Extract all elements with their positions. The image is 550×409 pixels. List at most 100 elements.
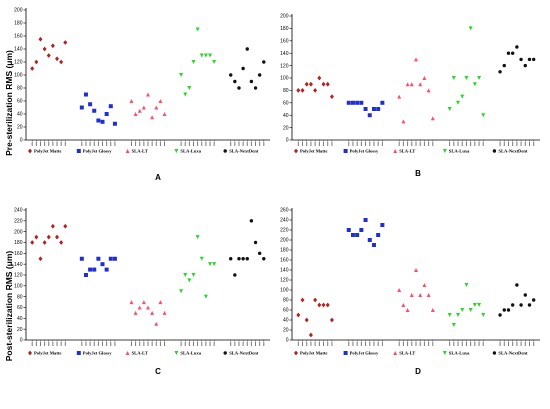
y-tick-label: 160 (14, 34, 23, 40)
x-tick-label (348, 142, 350, 146)
x-tick-label (197, 342, 199, 346)
x-tick-label (52, 342, 54, 346)
y-tick-label: 60 (17, 305, 23, 311)
legend-label: PolyJet Glossy (83, 149, 112, 154)
y-tick-label: 100 (14, 73, 23, 79)
data-point (241, 66, 245, 71)
data-point (414, 268, 418, 272)
x-tick-label (453, 142, 455, 146)
data-point (523, 293, 527, 297)
x-tick-label (60, 142, 62, 146)
data-point (146, 92, 150, 97)
x-tick-label (365, 142, 367, 146)
data-point (249, 219, 254, 223)
x-tick-label (356, 342, 358, 346)
x-tick-label (48, 142, 50, 146)
data-point (179, 73, 184, 77)
data-point (380, 100, 385, 105)
data-point (502, 63, 506, 68)
x-tick-label (259, 142, 261, 146)
data-point (137, 305, 142, 310)
y-tick-label: 220 (14, 219, 23, 225)
x-tick-label (533, 142, 535, 146)
x-tick-label (449, 142, 451, 146)
data-point (397, 288, 402, 292)
data-point (329, 94, 334, 99)
data-point (96, 256, 101, 261)
x-tick-label (209, 342, 211, 346)
x-tick-label (130, 142, 132, 146)
data-point (527, 303, 532, 307)
x-tick-label (263, 342, 265, 346)
data-point (262, 257, 266, 261)
legend-marker (125, 351, 130, 355)
x-tick-label (381, 342, 383, 346)
x-tick-label (360, 342, 362, 346)
x-tick-label (323, 142, 325, 146)
x-tick-label (419, 342, 421, 346)
data-point (199, 53, 204, 58)
data-point (237, 86, 241, 90)
data-point (313, 88, 318, 93)
x-tick-label (465, 142, 467, 146)
x-tick-label (398, 342, 400, 346)
x-tick-label (478, 342, 480, 346)
x-tick-label (255, 142, 257, 146)
x-tick-label (180, 142, 182, 146)
data-point (112, 256, 117, 261)
data-point (146, 305, 150, 310)
x-tick-label (415, 142, 417, 146)
data-point (137, 108, 142, 113)
legend-label: SLA-LT (399, 351, 415, 356)
x-tick-label (470, 142, 472, 146)
data-point (154, 105, 159, 110)
legend-marker (28, 148, 32, 154)
data-point (245, 47, 249, 51)
data-point (195, 235, 200, 240)
legend-label: SLA-NextDent (498, 351, 528, 356)
data-point (313, 297, 318, 303)
data-point (418, 82, 423, 87)
data-point (350, 100, 355, 105)
data-point (104, 267, 109, 272)
data-point (133, 310, 138, 315)
legend-marker (223, 149, 227, 153)
legend-marker (174, 351, 179, 355)
x-tick-label (407, 342, 409, 346)
x-tick-label (369, 342, 371, 346)
legend-marker (174, 149, 179, 153)
data-point (296, 88, 301, 93)
data-point (519, 303, 523, 307)
data-point (531, 57, 536, 62)
x-tick-label (201, 142, 203, 146)
data-point (158, 99, 163, 103)
legend-label: SLA-LT (132, 351, 148, 356)
x-tick-label (352, 342, 354, 346)
data-point (401, 119, 406, 124)
legend-label: SLA-LT (132, 149, 148, 154)
x-tick-label (411, 342, 413, 346)
data-point (100, 262, 105, 267)
legend-marker (343, 351, 348, 355)
x-tick-label (85, 142, 87, 146)
data-point (88, 102, 93, 107)
x-tick-label (238, 142, 240, 146)
data-point (150, 310, 155, 315)
y-tick-label: 200 (14, 8, 23, 14)
legend-label: SLA-NextDent (498, 149, 528, 154)
data-point (498, 313, 502, 317)
y-tick-label: 220 (280, 228, 289, 234)
y-tick-label: 80 (283, 298, 289, 304)
x-tick-label (110, 342, 112, 346)
x-tick-label (201, 342, 203, 346)
x-tick-label (188, 142, 190, 146)
x-tick-label (461, 342, 463, 346)
data-point (229, 257, 233, 261)
data-point (141, 300, 146, 305)
y-tick-label: 120 (14, 60, 23, 66)
data-point (253, 240, 258, 245)
panel-D: 0 20 40 60 80 100 120 140 160 180 200 220 240 260 Poly… (280, 208, 540, 376)
x-tick-label (507, 142, 509, 146)
y-tick-label: 20 (17, 125, 23, 131)
data-point (451, 76, 456, 80)
